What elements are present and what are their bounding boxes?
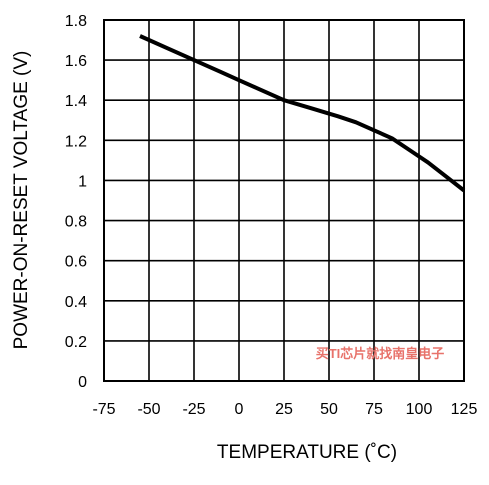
y-tick-label: 0 <box>78 374 87 391</box>
y-tick-label: 0.6 <box>65 254 87 271</box>
x-tick-label: 100 <box>406 401 433 418</box>
x-tick-label: -75 <box>92 401 115 418</box>
x-tick-label: 50 <box>320 401 338 418</box>
series-line <box>139 34 466 193</box>
x-tick-label: -25 <box>182 401 205 418</box>
y-tick-label: 1.8 <box>65 13 87 30</box>
y-tick-labels: 0 0.2 0.4 0.6 0.8 1 1.2 1.4 1.6 1.8 <box>65 13 87 391</box>
y-tick-label: 0.4 <box>65 294 87 311</box>
x-tick-label: 25 <box>275 401 293 418</box>
x-tick-label: 0 <box>235 401 244 418</box>
y-tick-label: 1.2 <box>65 133 87 150</box>
x-axis-label: TEMPERATURE (˚C) <box>217 442 397 463</box>
plot-frame <box>103 19 465 382</box>
y-tick-label: 0.2 <box>65 334 87 351</box>
x-tick-label: -50 <box>137 401 160 418</box>
x-tick-label: 125 <box>451 401 478 418</box>
grid <box>103 19 465 382</box>
y-tick-label: 0.8 <box>65 214 87 231</box>
y-axis-label: POWER-ON-RESET VOLTAGE (V) <box>11 51 32 350</box>
y-tick-label: 1.4 <box>65 93 87 110</box>
plot-border <box>103 19 465 382</box>
x-tick-labels: -75 -50 -25 0 25 50 75 100 125 <box>92 401 477 418</box>
watermark-text: 买TI芯片就找南皇电子 <box>316 346 445 361</box>
x-tick-label: 75 <box>365 401 383 418</box>
y-tick-label: 1.6 <box>65 53 87 70</box>
series-layer <box>139 34 466 193</box>
y-tick-label: 1 <box>78 173 87 190</box>
